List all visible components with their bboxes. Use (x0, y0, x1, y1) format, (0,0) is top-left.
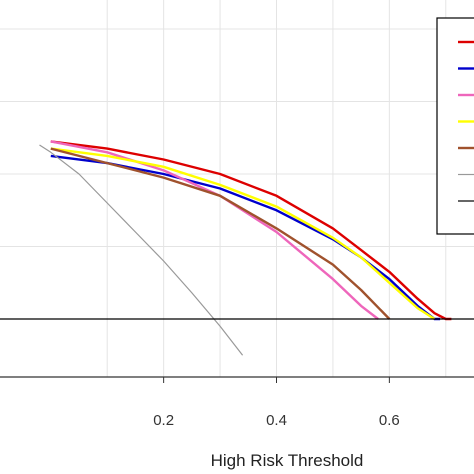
series-line-pink (50, 140, 379, 320)
x-tick-label: 0.4 (266, 412, 287, 429)
legend-box (436, 17, 474, 235)
series-line-gray (39, 144, 244, 356)
series-line-yellow (50, 147, 436, 321)
legend (436, 17, 474, 235)
x-tick-label: 0.2 (153, 412, 174, 429)
x-axis-ticks: 0.2 0.4 0.6 (153, 377, 400, 429)
series-line-brown (50, 147, 391, 320)
x-tick-label: 0.6 (379, 412, 400, 429)
series-line-red (50, 140, 452, 321)
series-lines (0, 140, 474, 356)
x-axis-title: High Risk Threshold (211, 451, 364, 470)
series-line-blue (50, 154, 441, 321)
